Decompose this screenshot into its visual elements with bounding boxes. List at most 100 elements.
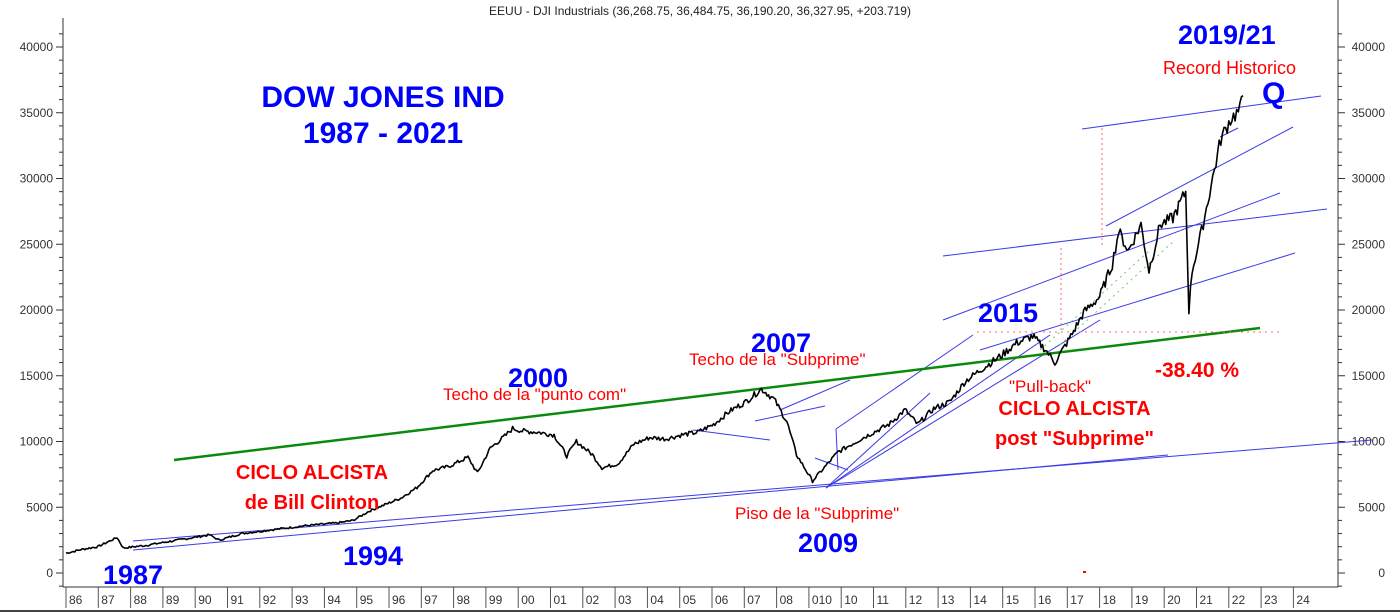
y-tick-label-left: 15000 (20, 369, 54, 383)
x-tick-label: 12 (909, 593, 923, 607)
y-tick-label-right: 25000 (1352, 237, 1386, 251)
x-tick-label: 22 (1232, 593, 1246, 607)
x-tick-label: 89 (166, 593, 180, 607)
fan-line-4 (979, 252, 1296, 351)
x-tick-label: 99 (489, 593, 503, 607)
x-tick-label: 93 (295, 593, 309, 607)
label-2019-21: 2019/21 (1178, 20, 1276, 50)
green-support-line (173, 326, 1261, 462)
label-drop-pct: -38.40 % (1155, 359, 1240, 382)
x-tick-label: 11 (877, 593, 890, 607)
x-tick-label: 16 (1038, 593, 1052, 607)
fan-line-2 (825, 334, 1051, 489)
channel-2018-upper (942, 192, 1281, 321)
x-tick-label: 98 (457, 593, 471, 607)
x-tick-label: 17 (1070, 593, 1084, 607)
channel-2020-upper (1105, 126, 1294, 227)
main-title-line2: 1987 - 2021 (302, 117, 464, 150)
ciclo-post-line2: post "Subprime" (995, 428, 1154, 450)
x-tick-label: 02 (586, 593, 600, 607)
label-ciclo-clinton: CICLO ALCISTA de Bill Clinton (212, 458, 412, 518)
x-tick-label: 05 (683, 593, 697, 607)
label-piso-subprime: Piso de la "Subprime" (735, 504, 900, 523)
main-title-line1: DOW JONES IND (261, 81, 505, 114)
green-dotted-1 (1039, 249, 1151, 351)
x-tick-label: 08 (780, 593, 794, 607)
clinton-channel-upper (132, 439, 1373, 542)
label-techo-punto-com: Techo de la "punto com" (443, 385, 627, 404)
y-tick-label-right: 0 (1378, 566, 1385, 580)
x-tick-label: 97 (424, 593, 438, 607)
x-tick-label: 01 (554, 593, 568, 607)
label-2015: 2015 (978, 298, 1039, 328)
channel-2010 (835, 334, 974, 430)
record-resistance-line (1081, 95, 1322, 130)
x-tick-label: 13 (941, 593, 955, 607)
label-techo-subprime: Techo de la "Subprime" (689, 350, 866, 369)
ciclo-post-line1: CICLO ALCISTA (998, 398, 1151, 420)
ciclo-clinton-line1: CICLO ALCISTA (235, 462, 389, 484)
x-tick-label: 21 (1200, 593, 1214, 607)
x-tick-label: 94 (327, 593, 341, 607)
y-tick-label-left: 35000 (20, 106, 54, 120)
y-tick-label-left: 5000 (26, 500, 53, 514)
x-tick-label: 10 (844, 593, 858, 607)
x-tick-label: 24 (1296, 593, 1310, 607)
y-tick-label-right: 15000 (1352, 369, 1386, 383)
x-tick-label: 00 (521, 593, 535, 607)
x-tick-label: 18 (1103, 593, 1117, 607)
x-tick-label: 19 (1135, 593, 1149, 607)
y-tick-label-left: 40000 (20, 40, 54, 54)
x-tick-label: 88 (134, 593, 148, 607)
chart-title: EEUU - DJI Industrials (36,268.75, 36,48… (489, 4, 911, 18)
channel-2009 (814, 457, 849, 471)
channel-2021 (1219, 127, 1239, 138)
clinton-channel-lower (132, 454, 1169, 551)
x-tick-label: 91 (231, 593, 245, 607)
channel-2004 (692, 429, 771, 441)
x-tick-label: 14 (973, 593, 987, 607)
ciclo-clinton-line2: de Bill Clinton (244, 492, 380, 514)
main-title: DOW JONES IND 1987 - 2021 (243, 80, 523, 152)
channel-2009-vertical (835, 428, 839, 471)
dji-price-line (65, 95, 1244, 555)
x-tick-label: 87 (101, 593, 115, 607)
red-dot (1083, 571, 1086, 573)
x-tick-label: 92 (263, 593, 277, 607)
y-tick-label-left: 0 (46, 566, 53, 580)
y-tick-label-left: 20000 (20, 303, 54, 317)
x-tick-label: 04 (650, 593, 664, 607)
label-2000: 2000 (508, 363, 569, 393)
label-pull-back: "Pull-back" (1009, 377, 1091, 396)
x-tick-label: 90 (198, 593, 212, 607)
y-tick-label-left: 25000 (20, 237, 54, 251)
label-2009: 2009 (798, 528, 859, 558)
y-tick-label-right: 30000 (1352, 172, 1386, 186)
y-tick-label-left: 10000 (20, 435, 54, 449)
y-tick-label-right: 35000 (1352, 106, 1386, 120)
fan-line-1 (825, 392, 931, 489)
x-tick-label: 86 (69, 593, 83, 607)
x-tick-label: 03 (618, 593, 632, 607)
x-tick-label: 23 (1264, 593, 1278, 607)
label-1987: 1987 (103, 560, 164, 590)
label-1994: 1994 (343, 541, 404, 571)
green-dotted-2 (1059, 239, 1176, 346)
y-tick-label-right: 10000 (1352, 435, 1386, 449)
x-tick-label: 96 (392, 593, 406, 607)
x-tick-label: 010 (812, 593, 832, 607)
label-2007: 2007 (751, 328, 812, 358)
y-tick-label-left: 30000 (20, 172, 54, 186)
fan-line-3 (825, 319, 1101, 489)
x-tick-label: 95 (360, 593, 374, 607)
x-tick-label: 06 (715, 593, 729, 607)
y-tick-label-right: 40000 (1352, 40, 1386, 54)
q-marker: Q (1262, 77, 1286, 110)
x-tick-label: 20 (1167, 593, 1181, 607)
label-record-historico: Record Historico (1163, 58, 1297, 78)
y-tick-label-right: 5000 (1358, 500, 1385, 514)
x-tick-label: 07 (747, 593, 761, 607)
x-tick-label: 15 (1006, 593, 1020, 607)
channel-2007 (779, 379, 851, 411)
